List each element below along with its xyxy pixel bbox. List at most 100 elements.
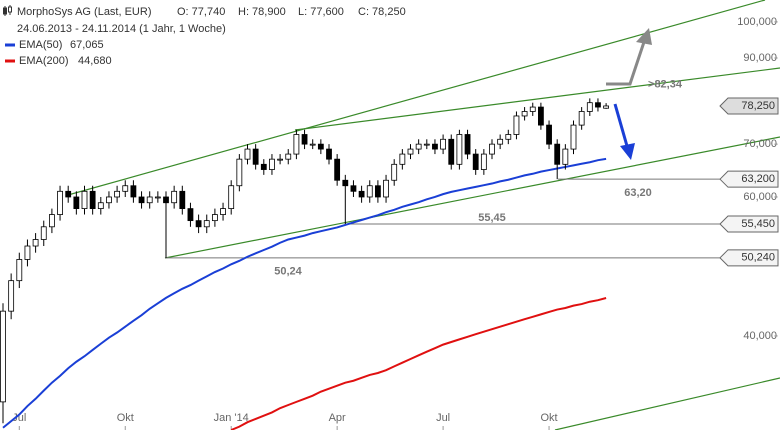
candle-body bbox=[81, 190, 88, 209]
candle-body bbox=[423, 143, 430, 146]
candle-body bbox=[366, 185, 373, 198]
ohlc-low: L: 77,600 bbox=[298, 6, 344, 18]
candle-body bbox=[432, 143, 438, 150]
y-tick-label: 40,000 bbox=[743, 330, 777, 342]
candle-body bbox=[326, 148, 332, 160]
candle-body bbox=[456, 134, 463, 165]
level-label: 63,20 bbox=[624, 187, 652, 199]
ohlc-high: H: 78,900 bbox=[238, 6, 286, 18]
candle-body bbox=[220, 208, 226, 215]
candle-body bbox=[358, 190, 365, 198]
x-tick-label: Okt bbox=[540, 412, 557, 424]
candle-body bbox=[399, 153, 406, 165]
support-line bbox=[164, 136, 780, 259]
candle-body bbox=[440, 138, 447, 150]
candle-body bbox=[130, 185, 137, 198]
price-box bbox=[719, 249, 779, 267]
legend-value: 67,065 bbox=[70, 39, 104, 51]
candle-body bbox=[529, 106, 536, 112]
candle-body bbox=[228, 185, 235, 209]
candle-body bbox=[350, 185, 357, 192]
candle-body bbox=[293, 134, 300, 155]
y-tick-label: 70,000 bbox=[743, 138, 777, 150]
ohlc-open: O: 77,740 bbox=[177, 6, 225, 18]
price-box bbox=[719, 97, 779, 115]
candle-body bbox=[317, 143, 324, 150]
candle-body bbox=[203, 220, 210, 228]
legend-label: EMA(200) bbox=[19, 55, 69, 67]
price-box bbox=[719, 170, 779, 188]
candle-body bbox=[163, 196, 169, 204]
lower-channel bbox=[554, 377, 780, 430]
candle-body bbox=[154, 196, 161, 199]
candle-body bbox=[277, 158, 284, 161]
candle-body bbox=[252, 148, 259, 165]
candle-body bbox=[554, 143, 561, 165]
y-tick-label: 90,000 bbox=[743, 52, 777, 64]
candle-body bbox=[309, 143, 316, 146]
candle-body bbox=[538, 106, 544, 126]
chart-title: MorphoSys AG (Last, EUR) bbox=[17, 6, 152, 18]
chart-subtitle: 24.06.2013 - 24.11.2014 (1 Jahr, 1 Woche… bbox=[17, 23, 226, 35]
x-tick-label: Okt bbox=[117, 412, 134, 424]
resistance-line bbox=[294, 67, 780, 131]
candle-body bbox=[269, 158, 275, 170]
candle-body bbox=[301, 134, 308, 145]
candle-body bbox=[32, 239, 39, 247]
y-tick-label: 100,000 bbox=[737, 16, 777, 28]
price-box bbox=[719, 215, 779, 233]
candle-body bbox=[489, 143, 495, 155]
target-label: >82,34 bbox=[648, 78, 683, 90]
candle-body bbox=[480, 153, 487, 170]
price-box-label: 63,200 bbox=[741, 173, 775, 185]
candle-body bbox=[40, 226, 47, 240]
x-tick-label: Jul bbox=[436, 412, 450, 424]
candle-body bbox=[383, 179, 389, 198]
candle-body bbox=[448, 138, 455, 165]
candle-body bbox=[122, 185, 129, 192]
candle-body bbox=[391, 163, 398, 181]
legend-value: 44,680 bbox=[78, 55, 112, 67]
candle-body bbox=[285, 153, 292, 160]
candle-body bbox=[578, 111, 585, 126]
candle-body bbox=[57, 190, 63, 215]
candle-body bbox=[171, 190, 178, 204]
candle-body bbox=[97, 202, 104, 209]
y-tick-label: 60,000 bbox=[743, 191, 777, 203]
candle-body bbox=[472, 153, 479, 170]
candle-body bbox=[244, 148, 251, 160]
candle-body bbox=[179, 190, 186, 209]
candle-body bbox=[603, 105, 609, 109]
candle-body bbox=[586, 102, 593, 112]
candle-body bbox=[211, 214, 218, 222]
x-tick-label: Apr bbox=[329, 412, 346, 424]
candle-body bbox=[334, 158, 341, 181]
candle-body bbox=[407, 148, 414, 155]
candle-body bbox=[89, 190, 96, 209]
candle-body bbox=[497, 138, 504, 145]
candle-body bbox=[195, 220, 202, 228]
candle-body bbox=[65, 190, 72, 198]
candle-body bbox=[505, 134, 512, 140]
arrows bbox=[606, 28, 652, 160]
candle-body bbox=[236, 158, 243, 187]
level-label: 50,24 bbox=[274, 266, 302, 278]
candle-body bbox=[521, 111, 528, 117]
candle-body bbox=[562, 148, 569, 165]
candle-body bbox=[138, 196, 145, 204]
candle-body bbox=[546, 124, 552, 145]
candle-body bbox=[187, 208, 194, 222]
price-box-label: 78,250 bbox=[741, 100, 775, 112]
price-box-label: 55,450 bbox=[741, 218, 775, 230]
candle-body bbox=[570, 124, 577, 150]
candle-body bbox=[595, 102, 601, 108]
candle-body bbox=[73, 196, 80, 209]
candle-body bbox=[374, 185, 381, 198]
x-tick-label: Jul bbox=[12, 412, 26, 424]
ohlc-close: C: 78,250 bbox=[358, 6, 406, 18]
level-label: 55,45 bbox=[478, 212, 506, 224]
candle-body bbox=[415, 143, 422, 150]
candle-body bbox=[146, 196, 153, 204]
candle-body bbox=[513, 115, 520, 135]
candle-body bbox=[49, 214, 55, 228]
